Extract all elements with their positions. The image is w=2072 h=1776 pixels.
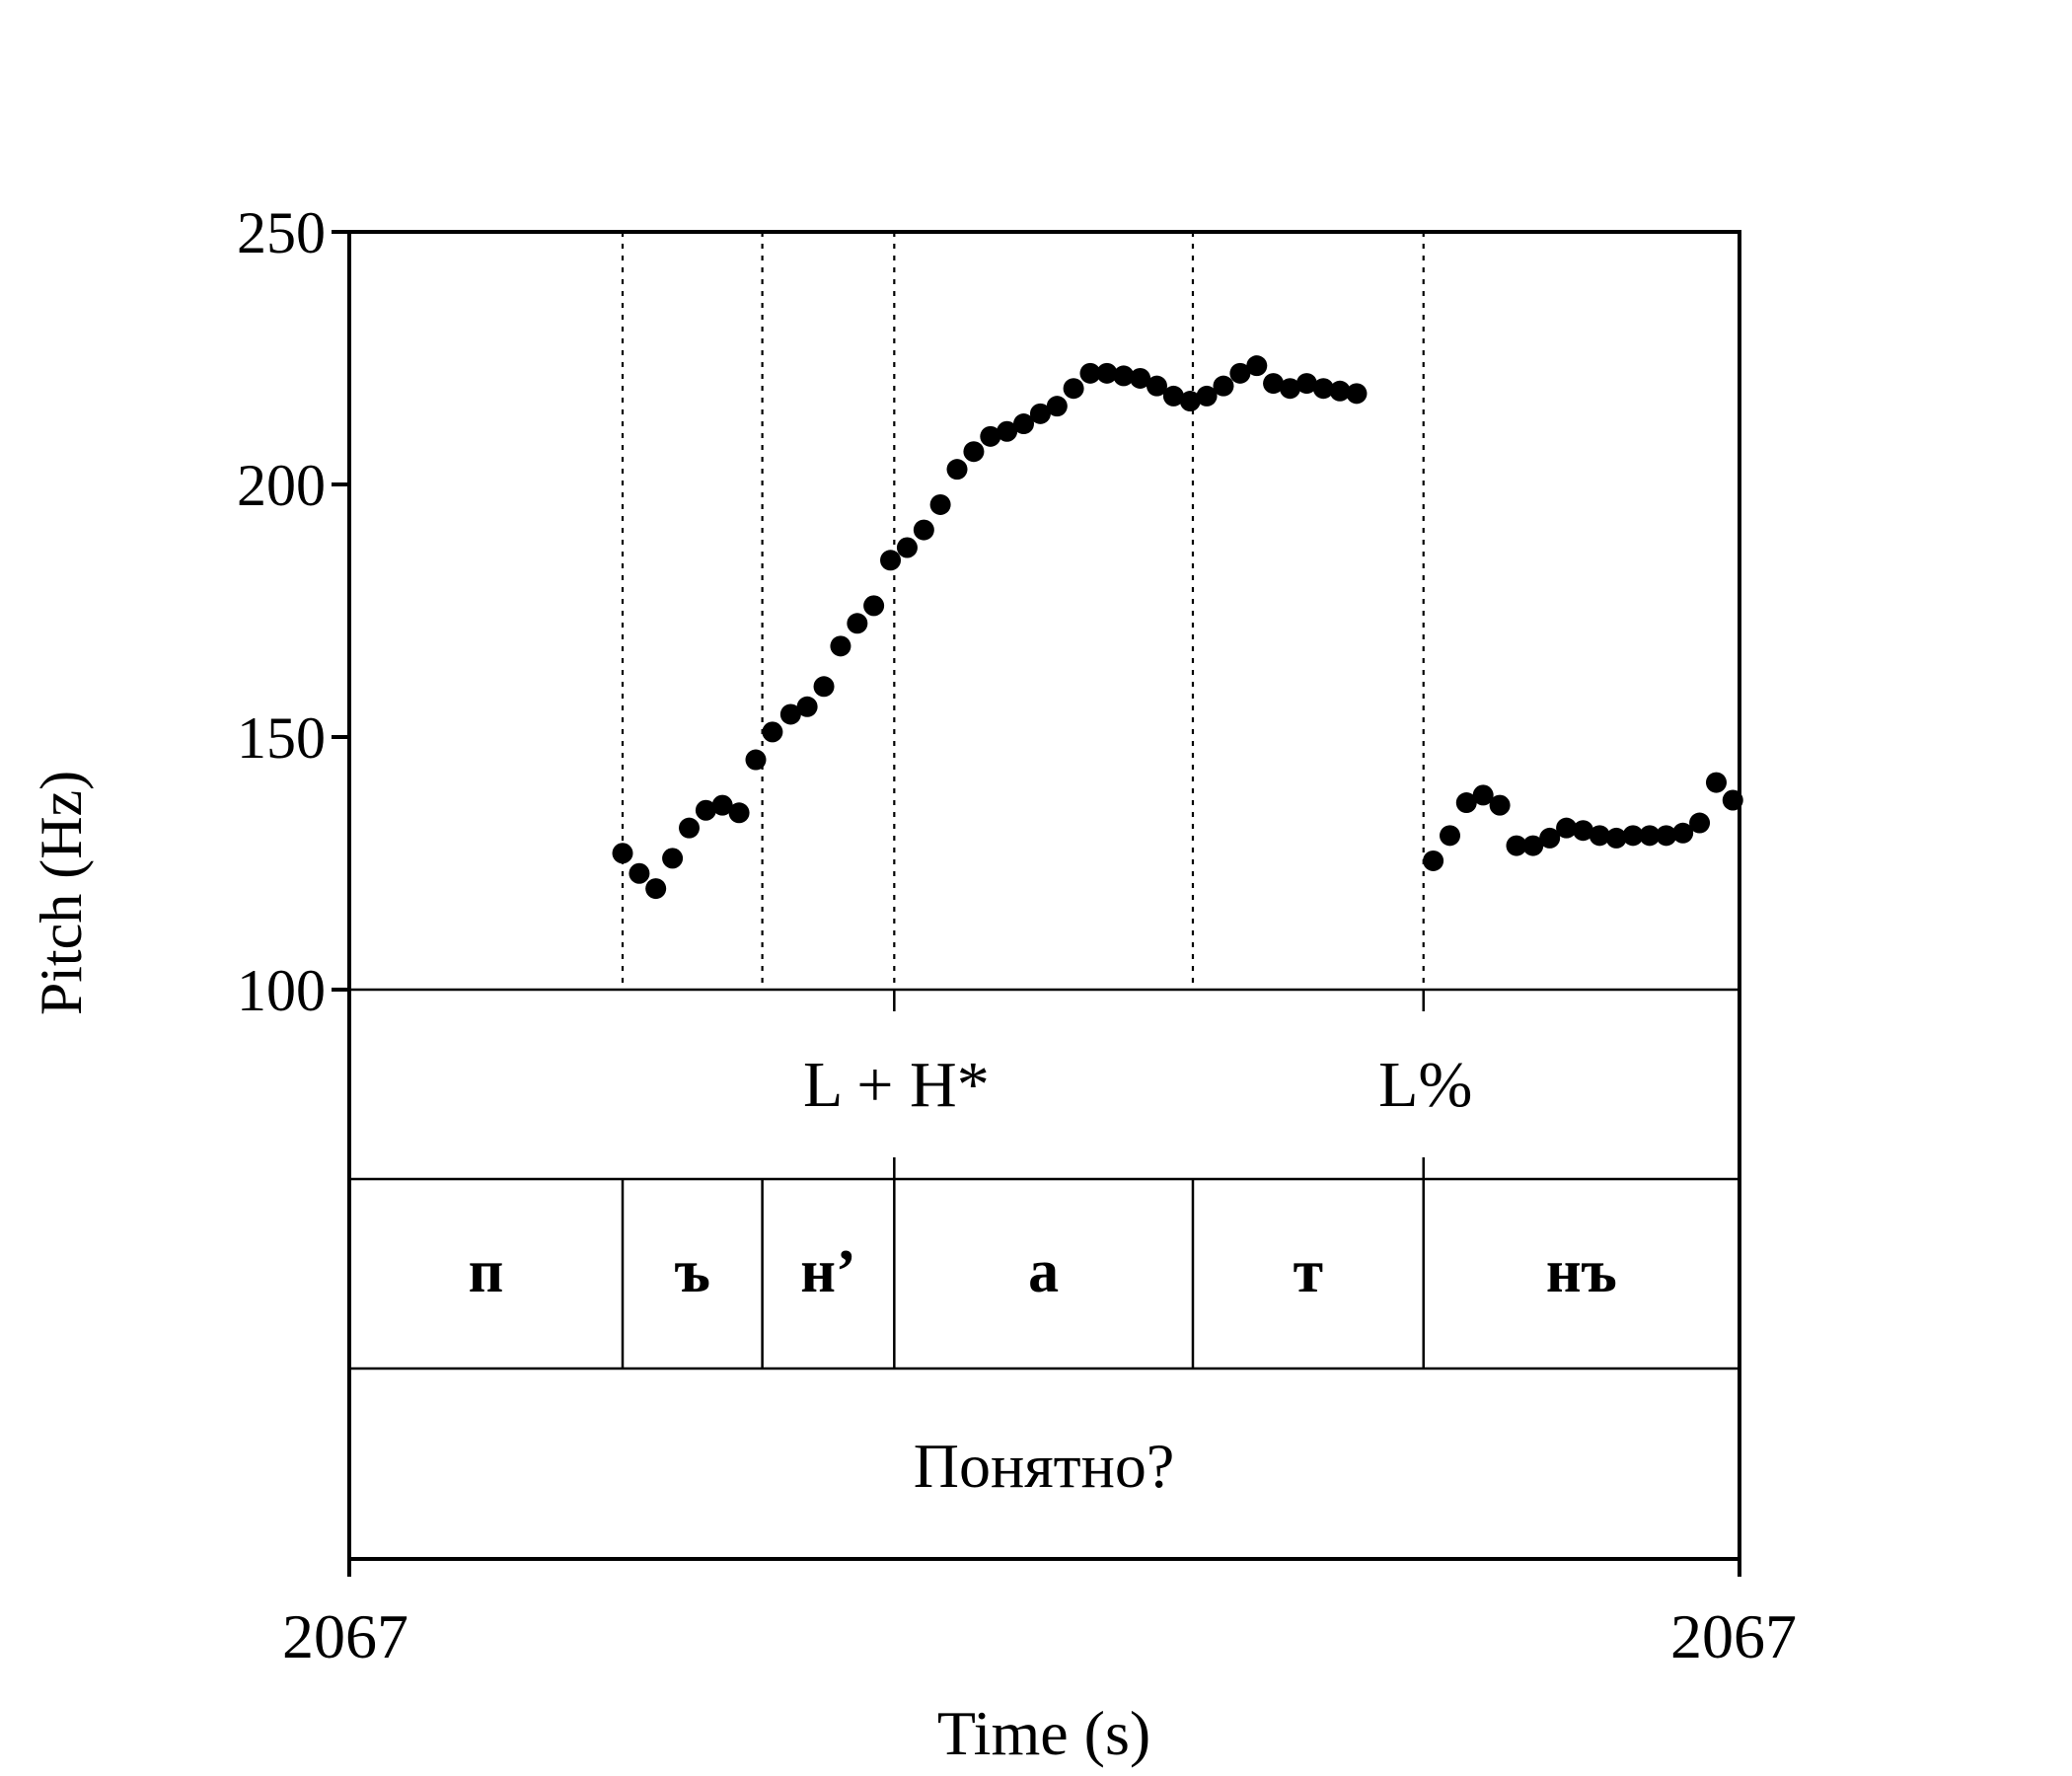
pitch-point — [813, 676, 835, 698]
y-tick-label-100: 100 — [237, 958, 326, 1023]
pitch-point — [728, 802, 750, 824]
pitch-point — [1423, 850, 1444, 871]
pitch-point — [1689, 812, 1711, 834]
pitch-point — [1472, 784, 1494, 806]
pitch-point — [1196, 385, 1218, 407]
pitch-point — [762, 721, 783, 743]
pitch-point — [1539, 827, 1561, 849]
pitch-point — [629, 862, 650, 884]
segment-label: ъ — [675, 1238, 710, 1305]
pitch-point — [1639, 825, 1661, 847]
pitch-point — [1522, 835, 1544, 856]
pitch-point — [1346, 383, 1368, 405]
pitch-point — [1572, 820, 1593, 842]
pitch-point — [779, 703, 801, 725]
segment-label: т — [1294, 1238, 1323, 1305]
pitch-point — [1440, 825, 1461, 847]
x-tick-label-start: 2067 — [282, 1601, 408, 1671]
pitch-point — [830, 635, 851, 657]
segment-label: н’ — [800, 1238, 855, 1305]
x-axis-label: Time (s) — [937, 1698, 1150, 1768]
pitch-point — [1130, 367, 1151, 389]
pitch-point — [745, 749, 767, 771]
pitch-point — [1329, 380, 1351, 402]
y-tick-label-250: 250 — [237, 200, 326, 265]
pitch-point — [1229, 362, 1251, 384]
pitch-point — [1622, 825, 1644, 847]
pitch-point — [662, 848, 684, 869]
pitch-point — [1246, 355, 1268, 377]
pitch-point — [980, 425, 1001, 447]
pitch-point — [1146, 375, 1167, 397]
segment-boundaries — [621, 232, 1425, 1369]
pitch-point — [1213, 375, 1234, 397]
y-tick-label-150: 150 — [237, 705, 326, 771]
pitch-points — [612, 355, 1743, 900]
pitch-point — [1079, 362, 1101, 384]
tone-tier: L + H* L% — [803, 1049, 1472, 1121]
pitch-point — [880, 550, 902, 571]
pitch-point — [1455, 792, 1477, 814]
pitch-point — [796, 696, 818, 717]
pitch-point — [913, 519, 934, 541]
segment-label: п — [469, 1238, 504, 1305]
pitch-point — [1556, 817, 1578, 839]
pitch-point — [1013, 413, 1035, 435]
pitch-point — [1312, 378, 1334, 400]
pitch-point — [1162, 385, 1184, 407]
y-tick-label-200: 200 — [237, 453, 326, 518]
pitch-point — [1489, 794, 1511, 816]
pitch-point — [1263, 373, 1285, 395]
tone-label: L% — [1378, 1049, 1472, 1121]
pitch-point — [847, 613, 868, 634]
y-axis-label: Pitch (Hz) — [29, 771, 94, 1015]
tone-label: L + H* — [803, 1049, 990, 1121]
word-label: Понятно? — [914, 1431, 1175, 1501]
pitch-point — [695, 799, 716, 821]
pitch-point — [963, 441, 985, 463]
pitch-point — [1656, 825, 1677, 847]
pitch-point — [1672, 822, 1694, 844]
segment-tier: п ъ н’ а т нъ — [469, 1238, 1617, 1305]
pitch-point — [896, 537, 918, 558]
pitch-point — [679, 817, 701, 839]
pitch-point — [1705, 772, 1727, 793]
pitch-point — [1096, 362, 1118, 384]
segment-label: а — [1028, 1238, 1059, 1305]
pitch-point — [711, 794, 733, 816]
pitch-point — [645, 878, 667, 900]
pitch-point — [1063, 378, 1084, 400]
pitch-point — [1295, 373, 1317, 395]
pitch-point — [612, 843, 633, 864]
pitch-point — [1046, 396, 1068, 417]
pitch-point — [1279, 378, 1300, 400]
pitch-point — [863, 595, 885, 617]
x-tick-label-end: 2067 — [1670, 1601, 1797, 1671]
pitch-point — [1605, 827, 1627, 849]
pitch-point — [1589, 825, 1610, 847]
pitch-point — [1179, 391, 1201, 412]
pitch-point — [929, 493, 951, 515]
segment-label: нъ — [1546, 1238, 1617, 1305]
pitch-point — [946, 459, 968, 481]
plot-frame — [347, 230, 1741, 1561]
pitch-point — [1113, 365, 1135, 387]
pitch-point — [1506, 835, 1527, 856]
pitch-point — [1029, 403, 1051, 424]
pitch-point — [997, 420, 1018, 442]
